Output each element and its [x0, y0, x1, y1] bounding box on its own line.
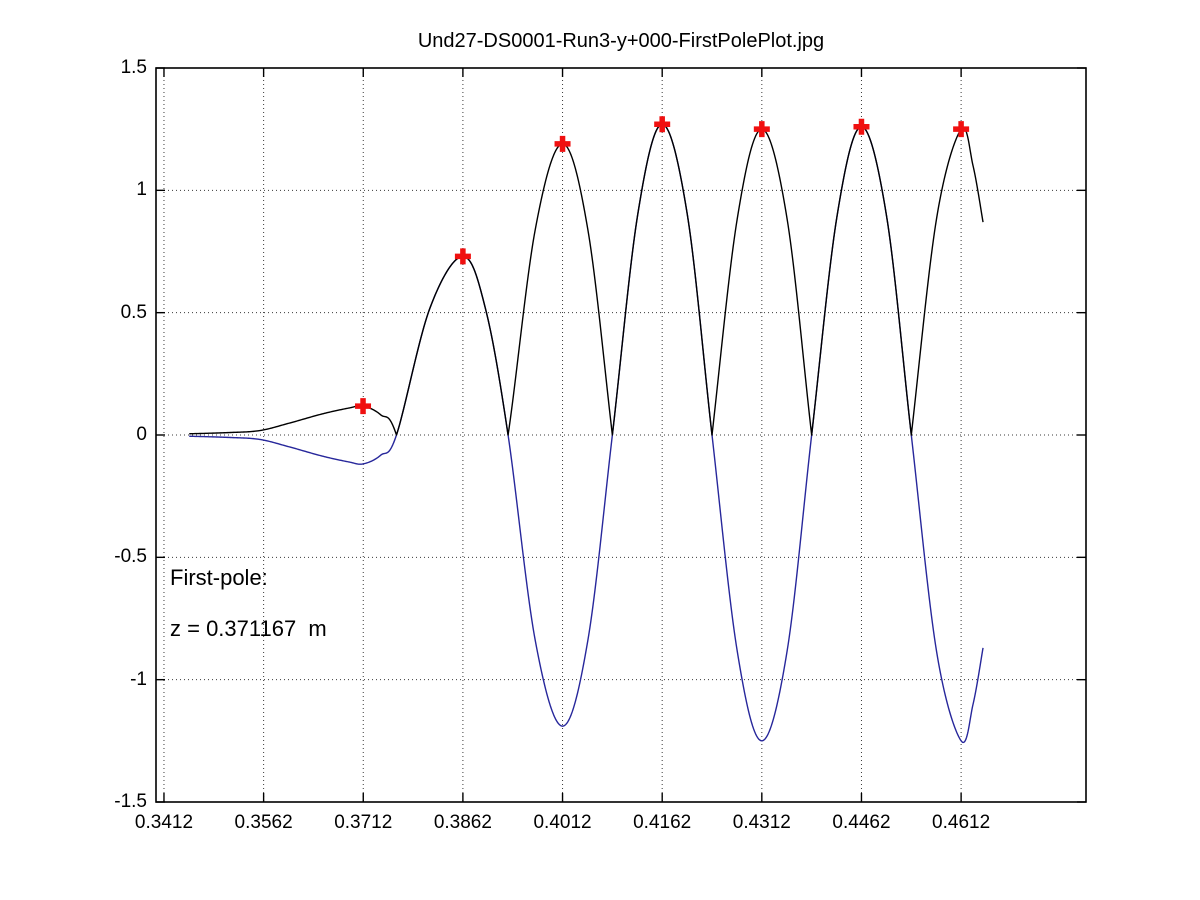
y-tick-label: -1.5 [114, 791, 147, 812]
x-tick-label: 0.3862 [433, 812, 492, 833]
pole-peak-marker [853, 118, 870, 135]
x-tick-label: 0.3562 [234, 812, 293, 833]
pole-peak-marker [953, 121, 970, 138]
plot-title: Und27-DS0001-Run3-y+000-FirstPolePlot.jp… [417, 30, 825, 52]
x-tick-label: 0.3412 [134, 812, 194, 833]
pole-peak-marker [753, 121, 770, 138]
x-tick-label: 0.4612 [932, 812, 991, 833]
y-tick-label: 0 [136, 424, 147, 445]
y-tick-label: -0.5 [114, 546, 147, 568]
annotation-first-pole-value: z = 0.371167 m [170, 616, 327, 641]
pole-peak-marker [454, 248, 471, 265]
y-tick-label: 1.5 [120, 57, 147, 78]
y-tick-label: 1 [136, 179, 147, 201]
rectified-curve [189, 123, 984, 436]
x-tick-label: 0.4012 [533, 812, 592, 833]
x-tick-label: 0.4162 [633, 812, 692, 833]
pole-peak-marker [355, 398, 372, 415]
y-tick-label: 0.5 [120, 301, 147, 323]
y-tick-label: -1 [130, 668, 147, 690]
pole-peak-marker [554, 135, 571, 152]
x-tick-label: 0.4462 [832, 812, 891, 833]
annotation-first-pole-label: First-pole: [170, 565, 268, 590]
pole-peak-marker [654, 116, 671, 133]
x-tick-label: 0.3712 [334, 812, 393, 833]
x-tick-label: 0.4312 [732, 812, 791, 833]
